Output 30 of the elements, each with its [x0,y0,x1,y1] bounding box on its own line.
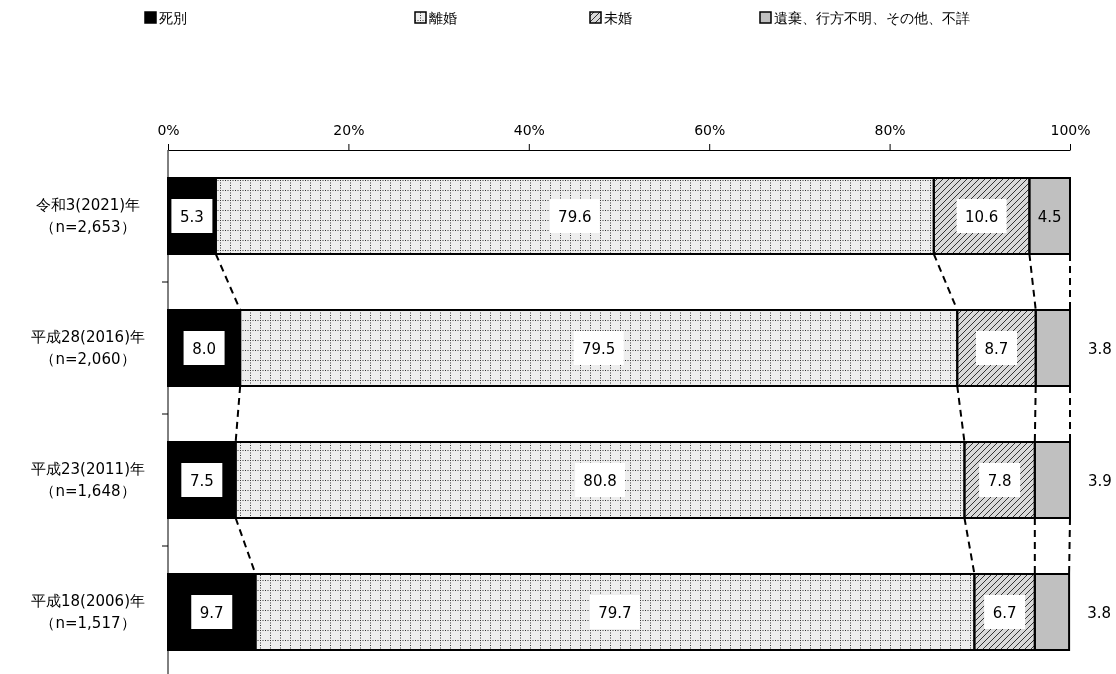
data-label: 7.5 [189,472,214,490]
data-label: 3.8 [1088,340,1112,358]
x-tick-label: 100% [1050,122,1091,139]
x-tick-label: 80% [874,122,906,139]
data-label: 79.5 [582,340,616,358]
y-tick-label: 令和3(2021)年（n=2,653） [35,196,141,236]
data-label: 79.6 [558,208,592,226]
data-label: 7.8 [987,472,1012,490]
data-label: 9.7 [199,604,224,622]
data-label: 8.0 [192,340,217,358]
y-tick-label: 平成28(2016)年（n=2,060） [31,328,145,368]
data-label: 3.9 [1088,472,1112,490]
data-label: 3.8 [1087,604,1112,622]
x-tick-label: 60% [694,122,726,139]
data-label: 4.5 [1037,208,1062,226]
data-label: 79.7 [598,604,632,622]
legend-label: 離婚 [429,10,457,26]
y-tick-label: 平成18(2006)年（n=1,517） [31,592,145,632]
legend-label: 死別 [159,10,187,26]
x-tick-label: 0% [157,122,180,139]
x-tick-label: 20% [333,122,365,139]
legend-label: 未婚 [604,10,632,26]
data-label: 6.7 [992,604,1017,622]
y-tick-label: 平成23(2011)年（n=1,648） [31,460,145,500]
x-tick-label: 40% [513,122,545,139]
legend-label: 遺棄、行方不明、その他、不詳 [774,10,970,26]
data-label: 10.6 [964,208,999,226]
data-label: 5.3 [179,208,204,226]
data-label: 8.7 [984,340,1009,358]
data-label: 80.8 [583,472,617,490]
